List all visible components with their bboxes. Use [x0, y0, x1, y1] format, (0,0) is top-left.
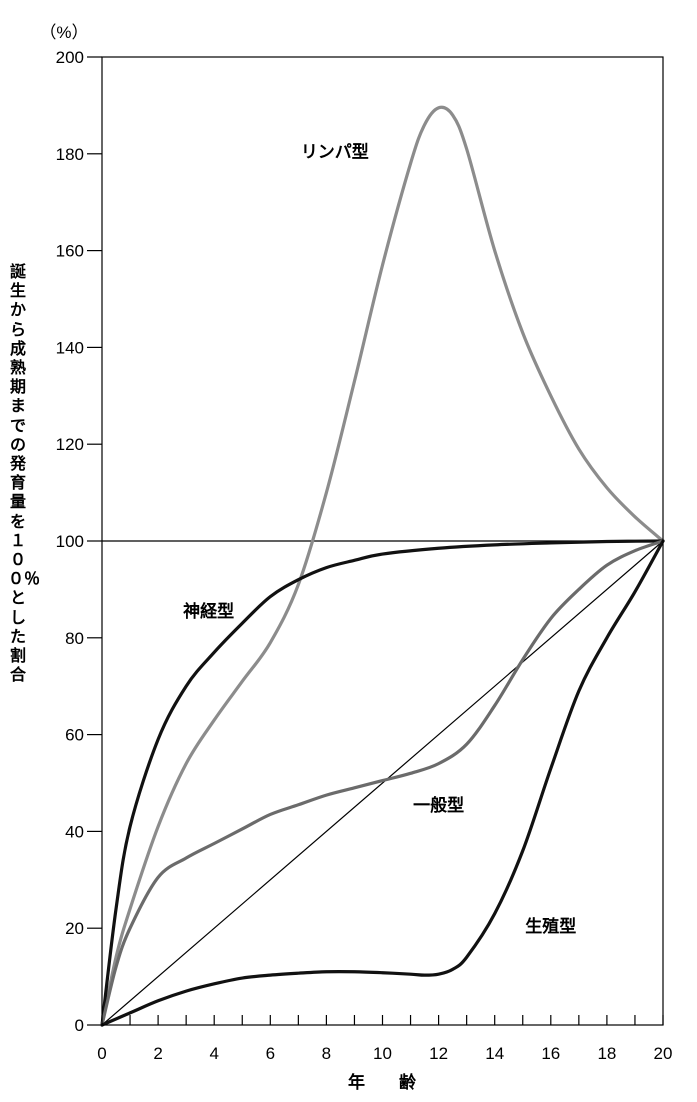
y-tick-label: 140: [56, 338, 84, 357]
y-tick-label: 200: [56, 48, 84, 67]
y-tick-label: 60: [65, 726, 84, 745]
y-axis-label: 誕生から成熟期までの発育量を１００％とした割合: [8, 262, 41, 685]
series-lines: [100, 105, 665, 1027]
series-line-general-type: [100, 539, 665, 1027]
y-axis-unit-label: （%）: [39, 23, 88, 42]
x-axis-label: 年 齢: [348, 1072, 417, 1093]
series-label-general-type: 一般型: [413, 795, 464, 816]
plot-area-frame: [101, 56, 664, 1026]
series-line-lymphoid-type: [100, 105, 665, 1027]
y-tick-label: 160: [56, 242, 84, 261]
x-tick-label: 6: [266, 1044, 275, 1063]
x-tick-label: 0: [97, 1044, 106, 1063]
y-tick-label: 40: [65, 822, 84, 841]
x-tick-label: 14: [485, 1044, 504, 1063]
reference-line: [101, 540, 664, 1026]
x-tick-label: 4: [209, 1044, 218, 1063]
x-tick-label: 2: [153, 1044, 162, 1063]
x-tick-label: 16: [541, 1044, 560, 1063]
series-label-lymphoid-type: リンパ型: [301, 141, 369, 162]
y-tick-label: 0: [75, 1016, 84, 1035]
y-tick-label: 100: [56, 532, 84, 551]
x-tick-label: 12: [429, 1044, 448, 1063]
x-axis-ticks: 0 2 4 6 8 10 12 14 16 18 20: [97, 1015, 672, 1063]
x-tick-label: 8: [322, 1044, 331, 1063]
y-tick-label: 80: [65, 629, 84, 648]
x-tick-label: 10: [373, 1044, 392, 1063]
x-tick-label: 18: [597, 1044, 616, 1063]
x-tick-label: 20: [654, 1044, 673, 1063]
y-axis-ticks: 0 20 40 60 80 100 120 140 160 180 200: [56, 48, 102, 1035]
y-tick-label: 20: [65, 919, 84, 938]
y-tick-label: 180: [56, 145, 84, 164]
series-label-reproductive-type: 生殖型: [525, 916, 576, 937]
series-line-reproductive-type: [100, 539, 665, 1027]
series-label-neural-type: 神経型: [183, 601, 234, 622]
series-line-neural-type: [100, 539, 665, 1027]
y-tick-label: 120: [56, 435, 84, 454]
